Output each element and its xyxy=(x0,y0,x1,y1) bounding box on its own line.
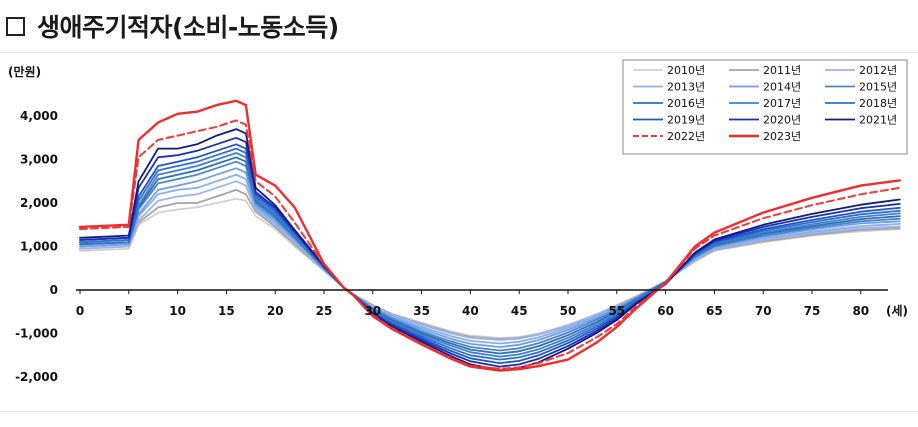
series-line-2019년 xyxy=(79,143,901,364)
series-line-2011년 xyxy=(79,189,901,341)
legend-label: 2017년 xyxy=(763,97,801,110)
bottom-divider xyxy=(0,411,918,412)
x-tick-label: 65 xyxy=(706,304,723,318)
legend-label: 2020년 xyxy=(763,114,801,127)
x-tick-label: 45 xyxy=(511,304,528,318)
x-tick-label: 20 xyxy=(267,304,284,318)
series-line-2015년 xyxy=(79,160,901,352)
series-line-2021년 xyxy=(79,128,901,371)
legend-label: 2021년 xyxy=(859,114,897,127)
title-row: 생애주기적자(소비-노동소득) xyxy=(0,4,339,48)
y-tick-label: 3,000 xyxy=(20,153,58,167)
y-tick-label: 2,000 xyxy=(20,196,58,210)
legend-label: 2012년 xyxy=(859,64,897,77)
series-line-2013년 xyxy=(79,173,901,345)
legend-label: 2016년 xyxy=(667,97,705,110)
page-title: 생애주기적자(소비-노동소득) xyxy=(37,13,339,42)
series-line-2010년 xyxy=(79,197,901,339)
series-line-2023년 xyxy=(78,99,901,372)
x-tick-label: 15 xyxy=(218,304,235,318)
y-tick-label: 1,000 xyxy=(20,240,58,254)
y-tick-label: -1,000 xyxy=(15,327,58,341)
x-tick-label: 5 xyxy=(125,304,133,318)
x-tick-label: 50 xyxy=(560,304,577,318)
legend-label: 2023년 xyxy=(763,130,801,143)
x-tick-label: 10 xyxy=(169,304,186,318)
series-line-2012년 xyxy=(79,180,901,341)
x-tick-label: 55 xyxy=(608,304,625,318)
y-tick-label: -2,000 xyxy=(15,370,58,384)
x-axis-label: (세) xyxy=(886,303,908,318)
x-tick-label: 0 xyxy=(76,304,84,318)
legend-label: 2014년 xyxy=(763,81,801,94)
title-divider xyxy=(0,52,918,53)
x-tick-label: 30 xyxy=(364,304,381,318)
legend-label: 2019년 xyxy=(667,114,705,127)
legend-box xyxy=(622,59,908,155)
x-tick-label: 70 xyxy=(755,304,772,318)
legend-label: 2015년 xyxy=(859,81,897,94)
legend-label: 2010년 xyxy=(667,64,705,77)
series-line-2017년 xyxy=(79,152,901,358)
y-axis-label: (만원) xyxy=(8,64,41,79)
y-tick-label: 0 xyxy=(50,283,58,297)
legend-label: 2011년 xyxy=(763,64,801,77)
series-line-2022년 xyxy=(79,119,901,370)
series-line-2014년 xyxy=(79,167,901,348)
x-tick-label: 40 xyxy=(462,304,479,318)
x-tick-label: 25 xyxy=(316,304,333,318)
x-tick-label: 75 xyxy=(804,304,821,318)
x-tick-label: 35 xyxy=(413,304,430,318)
y-tick-label: 4,000 xyxy=(20,109,58,123)
x-tick-label: 60 xyxy=(657,304,674,318)
checkbox-square-icon xyxy=(6,16,25,36)
x-tick-label: 80 xyxy=(852,304,869,318)
legend-label: 2013년 xyxy=(667,81,705,94)
legend-label: 2018년 xyxy=(859,97,897,110)
legend-label: 2022년 xyxy=(667,130,705,143)
